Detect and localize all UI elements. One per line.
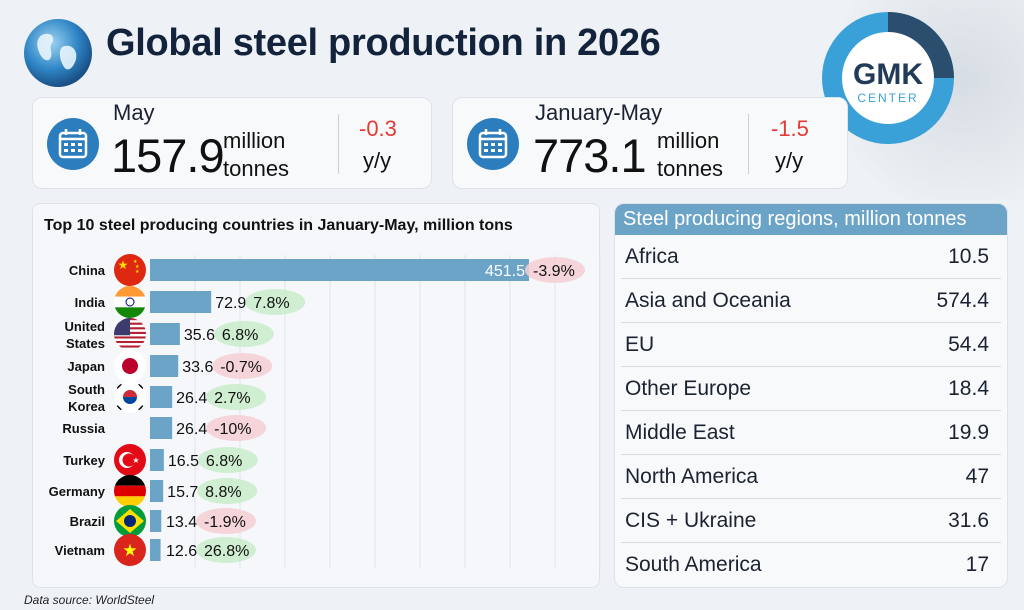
region-name: South America bbox=[625, 553, 762, 576]
region-name: Middle East bbox=[625, 421, 735, 444]
stat-change-unit: y/y bbox=[363, 148, 392, 173]
stat-unit-line2: tonnes bbox=[657, 156, 724, 181]
region-row: Other Europe 18.4 bbox=[621, 367, 1001, 411]
region-row: EU 54.4 bbox=[621, 323, 1001, 367]
stat-value: 157.9 bbox=[111, 129, 225, 182]
regions-title: Steel producing regions, million tonnes bbox=[615, 204, 1007, 235]
regions-table: Steel producing regions, million tonnes … bbox=[614, 203, 1008, 588]
region-row: South America 17 bbox=[621, 543, 1001, 587]
stat-change: -1.5 bbox=[771, 116, 809, 141]
calendar-icon bbox=[47, 118, 99, 170]
region-name: Africa bbox=[625, 245, 679, 268]
data-source: Data source: WorldSteel bbox=[24, 593, 155, 607]
stat-card-may: May 157.9 million tonnes -0.3 y/y bbox=[32, 97, 432, 189]
calendar-icon bbox=[467, 118, 519, 170]
region-name: North America bbox=[625, 465, 759, 488]
stat-unit-line1: million bbox=[657, 128, 720, 153]
stat-value: 773.1 bbox=[533, 129, 647, 182]
region-row: North America 47 bbox=[621, 455, 1001, 499]
region-row: CIS + Ukraine 31.6 bbox=[621, 499, 1001, 543]
logo-text-bottom: CENTER bbox=[857, 91, 918, 105]
stat-card-january-may: January-May 773.1 million tonnes -1.5 y/… bbox=[452, 97, 848, 189]
stat-change-unit: y/y bbox=[775, 148, 804, 173]
region-name: CIS + Ukraine bbox=[625, 509, 757, 532]
region-value: 31.6 bbox=[948, 509, 989, 532]
stat-unit-line1: million bbox=[223, 128, 286, 153]
stat-label: May bbox=[113, 100, 155, 125]
region-value: 19.9 bbox=[948, 421, 989, 444]
region-name: EU bbox=[625, 333, 655, 356]
gmk-center-logo: GMK CENTER bbox=[822, 12, 954, 144]
region-value: 18.4 bbox=[948, 377, 989, 400]
stat-label: January-May bbox=[535, 100, 663, 125]
chart-panel bbox=[32, 203, 600, 588]
region-value: 54.4 bbox=[948, 333, 989, 356]
page-title: Global steel production in 2026 bbox=[106, 22, 661, 64]
region-row: Middle East 19.9 bbox=[621, 411, 1001, 455]
globe-icon bbox=[24, 19, 92, 87]
stat-change: -0.3 bbox=[359, 116, 397, 141]
region-value: 17 bbox=[965, 553, 989, 576]
region-name: Other Europe bbox=[625, 377, 752, 400]
divider bbox=[748, 114, 749, 174]
divider bbox=[338, 114, 339, 174]
region-value: 47 bbox=[965, 465, 989, 488]
region-row: Asia and Oceania 574.4 bbox=[621, 279, 1001, 323]
region-row: Africa 10.5 bbox=[621, 235, 1001, 279]
logo-text-top: GMK bbox=[853, 58, 923, 91]
region-value: 574.4 bbox=[936, 289, 989, 312]
chart-title: Top 10 steel producing countries in Janu… bbox=[44, 217, 513, 234]
region-name: Asia and Oceania bbox=[625, 289, 791, 312]
region-value: 10.5 bbox=[948, 245, 989, 268]
stat-unit-line2: tonnes bbox=[223, 156, 290, 181]
